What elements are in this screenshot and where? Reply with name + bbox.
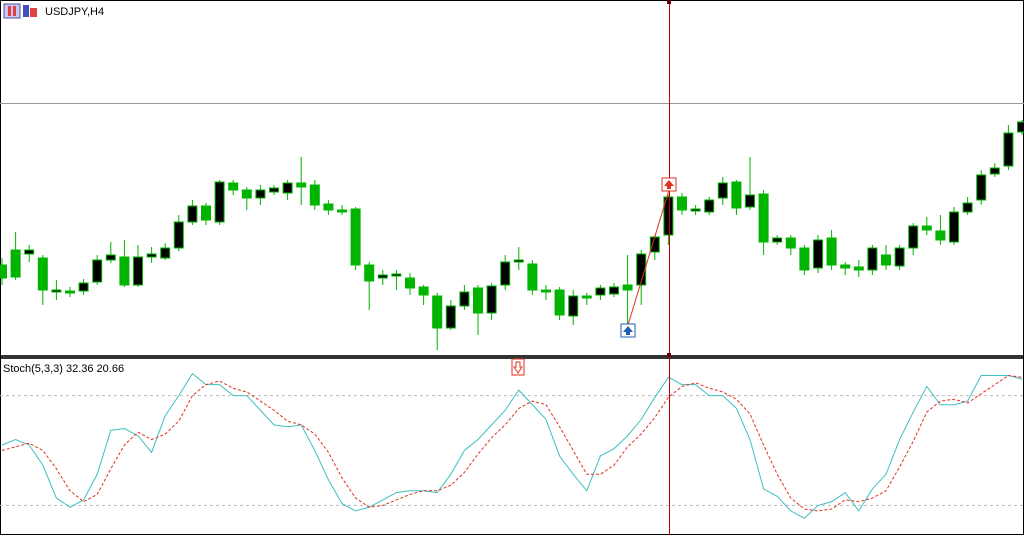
candle-body (908, 225, 919, 249)
candle-body (133, 256, 143, 286)
candle-body (649, 236, 660, 253)
candle-body (160, 247, 171, 259)
candle-body (1003, 132, 1014, 167)
candle-body (894, 247, 905, 267)
candle-body (949, 211, 959, 243)
signal-marker[interactable] (511, 358, 525, 376)
candle-body (214, 181, 225, 223)
candle-body (241, 189, 252, 199)
candle-body (677, 196, 687, 211)
candle-body (935, 230, 946, 241)
candle-body (867, 247, 878, 271)
candle-body (337, 209, 347, 213)
candle-body (826, 237, 837, 266)
candle-body (513, 259, 524, 263)
candle-body (622, 284, 633, 291)
indicator-title: Stoch(5,3,3) 32.36 20.66 (3, 363, 124, 375)
candle-body (282, 182, 293, 194)
candle-body (201, 205, 211, 221)
candle-body (853, 266, 864, 271)
stoch-line (1, 374, 1023, 512)
candle-body (255, 189, 266, 199)
candle-body (704, 199, 715, 213)
icon-part (13, 6, 16, 16)
candle-body (500, 261, 511, 286)
candle-body (636, 253, 647, 286)
candle-body (772, 237, 783, 243)
candle-body (663, 196, 674, 236)
symbol-title: USDJPY,H4 (45, 6, 104, 18)
candle-body (785, 237, 796, 249)
icon[interactable] (23, 5, 29, 17)
candle-body (92, 259, 103, 283)
candle-body (609, 286, 619, 295)
sell-arrow (664, 180, 674, 189)
candle-body (269, 187, 279, 193)
candle-body (1017, 121, 1024, 133)
icon[interactable] (3, 3, 21, 19)
candle-body (813, 239, 823, 269)
candle-body (24, 249, 35, 255)
candle-body (568, 295, 579, 317)
candle-body (486, 285, 497, 314)
candle-body (377, 274, 388, 279)
candle-body (10, 249, 21, 278)
candle-body (296, 182, 307, 188)
candle-body (37, 257, 48, 291)
candle-body (228, 182, 239, 191)
stoch-line (1, 372, 1023, 519)
candle-body (364, 264, 375, 282)
candle-body (581, 295, 592, 299)
candle-body (78, 282, 89, 292)
candle-body (350, 208, 361, 266)
candle-body (921, 225, 932, 231)
candle-body (690, 208, 701, 212)
candle-body (119, 256, 130, 286)
cursor-handle (667, 353, 671, 357)
trade-line (627, 189, 670, 326)
candle-body (962, 202, 973, 213)
candle-body (323, 203, 334, 211)
candle-body (105, 254, 116, 261)
candle-body (432, 295, 443, 329)
candle-body (527, 263, 538, 291)
candle-body (595, 287, 606, 296)
candle-body (309, 184, 320, 206)
candle-body (187, 205, 198, 223)
candle-body (65, 290, 75, 294)
candle-body (459, 291, 470, 307)
candle-body (717, 182, 728, 199)
panel-separator (0, 355, 1024, 359)
candle-body (0, 264, 7, 279)
candle-body (51, 289, 62, 293)
candle-body (799, 247, 810, 271)
candle-body (405, 277, 415, 289)
cursor-handle (667, 0, 671, 4)
icon-part (8, 6, 11, 16)
candle-body (554, 289, 565, 316)
candle-body (976, 174, 987, 201)
candle-body (445, 305, 456, 329)
candle-body (840, 264, 851, 269)
candle-body (731, 181, 742, 209)
signal-arrow (513, 361, 523, 374)
candle-body (758, 193, 769, 243)
candle-body (989, 167, 1000, 175)
candle-body (473, 287, 483, 314)
candle-body (173, 221, 184, 249)
buy-arrow (623, 326, 633, 335)
candle-body (418, 286, 429, 296)
candle-body (745, 194, 755, 208)
candle-body (391, 273, 402, 277)
candle-body (881, 254, 891, 266)
icon-part (30, 8, 37, 17)
candle-body (541, 289, 551, 293)
candle-body (146, 253, 157, 258)
